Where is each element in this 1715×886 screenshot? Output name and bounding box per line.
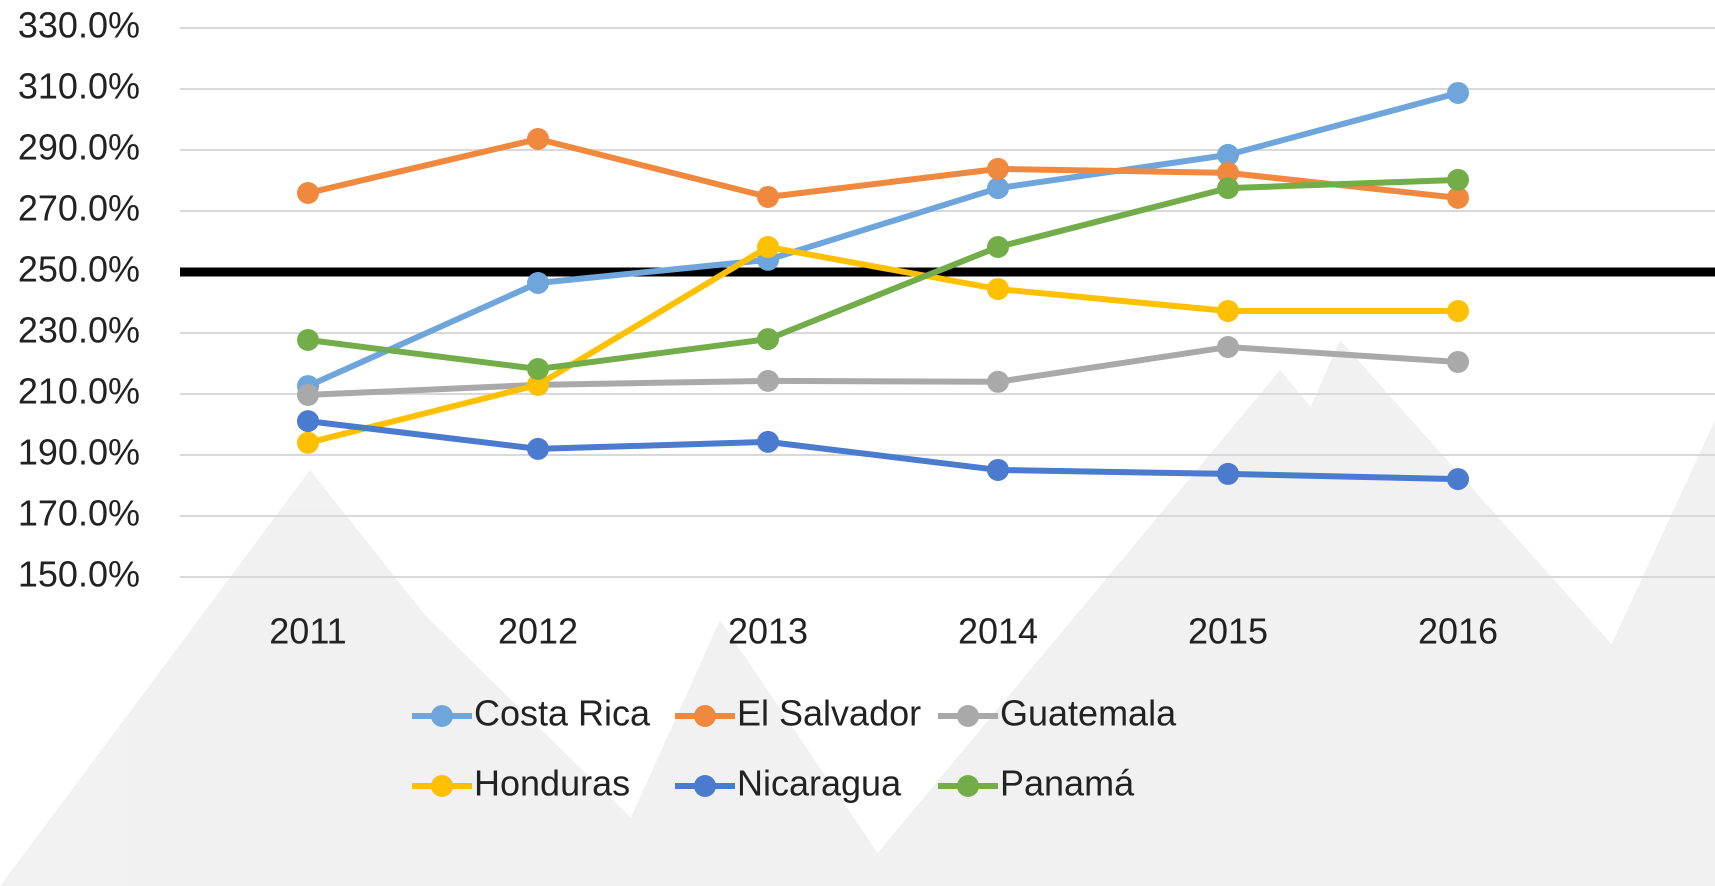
series-line (307, 243, 1458, 446)
data-point (757, 328, 779, 351)
data-point (757, 430, 779, 453)
legend-label: Costa Rica (474, 693, 651, 734)
background-pattern (0, 340, 1715, 886)
data-point (757, 185, 779, 208)
y-tick-label: 310.0% (18, 66, 140, 107)
y-tick-label: 270.0% (18, 188, 140, 229)
data-point (527, 373, 549, 396)
series-line (307, 344, 1459, 398)
data-point (1447, 81, 1469, 104)
data-point (1447, 350, 1469, 373)
data-point (987, 370, 1009, 393)
data-point (1447, 300, 1469, 323)
y-tick-label: 230.0% (18, 310, 140, 351)
data-point (1447, 168, 1469, 191)
bg-triangle (1500, 420, 1715, 886)
x-tick-label: 2011 (269, 611, 346, 652)
y-tick-label: 150.0% (18, 554, 140, 595)
data-point (527, 357, 549, 380)
data-point (987, 157, 1009, 180)
data-point (757, 369, 779, 392)
data-point (987, 278, 1009, 301)
bg-triangle (1100, 340, 1715, 886)
data-point (527, 437, 549, 460)
data-point (1217, 143, 1239, 166)
x-tick-label: 2012 (498, 611, 578, 652)
legend-marker (431, 775, 453, 797)
series-line (306, 90, 1459, 389)
series-line (307, 418, 1459, 483)
legend-label: Guatemala (1000, 693, 1177, 734)
legend-marker (694, 775, 716, 797)
y-tick-label: 250.0% (18, 249, 140, 290)
legend-marker (957, 775, 979, 797)
data-point (297, 182, 319, 205)
data-point (297, 329, 319, 352)
data-point (1217, 336, 1239, 359)
data-point (1217, 300, 1239, 323)
bg-triangle (0, 470, 640, 886)
data-point (757, 235, 779, 258)
y-tick-label: 290.0% (18, 127, 140, 168)
data-point (297, 431, 319, 454)
data-point (987, 235, 1009, 258)
y-tick-label: 190.0% (18, 432, 140, 473)
legend-marker (694, 705, 716, 727)
x-tick-label: 2015 (1188, 611, 1268, 652)
y-tick-label: 210.0% (18, 371, 140, 412)
data-point (527, 128, 549, 151)
data-point (987, 458, 1009, 481)
x-tick-label: 2014 (958, 611, 1038, 652)
data-point (1447, 468, 1469, 491)
data-point (1447, 186, 1469, 209)
series-line (307, 176, 1459, 372)
data-point (1217, 177, 1239, 200)
legend-label: El Salvador (737, 693, 921, 734)
data-point (987, 177, 1009, 200)
x-tick-label: 2013 (728, 611, 808, 652)
legend-label: Panamá (1000, 763, 1135, 804)
data-point (1217, 161, 1239, 184)
x-tick-label: 2016 (1418, 611, 1498, 652)
bg-triangle (600, 620, 900, 886)
legend-label: Honduras (474, 763, 630, 804)
data-point (297, 410, 319, 433)
bg-triangle (200, 610, 700, 886)
legend-marker (431, 705, 453, 727)
data-point (297, 383, 319, 406)
series-line (307, 136, 1459, 201)
legend-label: Nicaragua (737, 763, 902, 804)
legend-marker (957, 705, 979, 727)
data-point (527, 271, 549, 294)
data-point (1217, 462, 1239, 485)
y-tick-label: 330.0% (18, 5, 140, 46)
y-tick-label: 170.0% (18, 493, 140, 534)
bg-triangle (850, 370, 1715, 886)
